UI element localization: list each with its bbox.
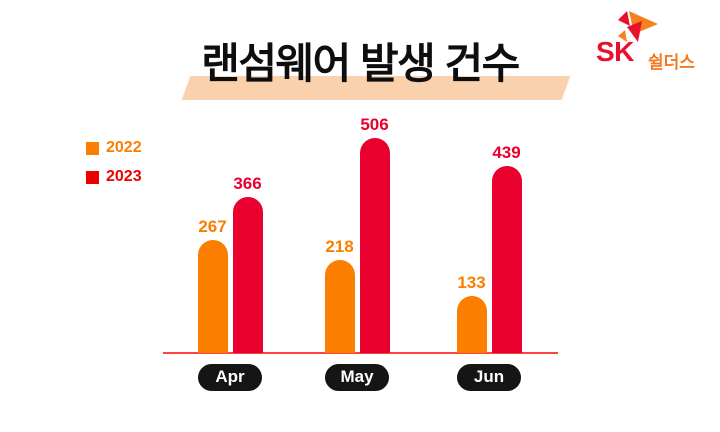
bar-value-label-2023-jun: 439 bbox=[492, 142, 521, 162]
logo-shieldus-text: 쉴더스 bbox=[648, 53, 695, 72]
logo-sk-text: SK bbox=[596, 36, 634, 67]
bar-value-label-2022-apr: 267 bbox=[198, 216, 227, 236]
bar-column-2022-apr: 267 bbox=[197, 216, 228, 353]
category-pill-apr: Apr bbox=[198, 363, 262, 391]
legend-label-2023: 2023 bbox=[106, 168, 142, 185]
bar-group-apr: 267 366 Apr bbox=[197, 173, 263, 391]
bar-column-2022-may: 218 bbox=[324, 236, 355, 353]
legend-label-2022: 2022 bbox=[106, 139, 142, 156]
bar-value-label-2023-may: 506 bbox=[360, 114, 389, 134]
bar-group-jun: 133 439 Jun bbox=[456, 142, 522, 391]
bar-column-2022-jun: 133 bbox=[456, 272, 487, 353]
page-title: 랜섬웨어 발생 건수 bbox=[201, 40, 520, 87]
x-axis-line bbox=[163, 352, 558, 354]
legend-swatch-2023 bbox=[86, 170, 99, 184]
sk-shieldus-logo: SK 쉴더스 bbox=[596, 8, 716, 72]
bar-column-2023-may: 506 bbox=[359, 114, 390, 353]
sk-wings-icon bbox=[618, 11, 658, 42]
bar-value-label-2023-apr: 366 bbox=[233, 173, 262, 193]
bar-2023-may bbox=[359, 137, 390, 353]
legend-item-2023: 2023 bbox=[86, 169, 142, 185]
bar-2023-apr bbox=[232, 196, 263, 353]
category-pill-may: May bbox=[325, 363, 389, 391]
bar-2023-jun bbox=[491, 165, 522, 353]
legend-swatch-2022 bbox=[86, 141, 99, 155]
bar-column-2023-apr: 366 bbox=[232, 173, 263, 353]
bar-value-label-2022-may: 218 bbox=[325, 236, 354, 256]
bar-column-2023-jun: 439 bbox=[491, 142, 522, 353]
bar-group-may: 218 506 May bbox=[324, 114, 390, 391]
bar-value-label-2022-jun: 133 bbox=[457, 272, 486, 292]
category-pill-jun: Jun bbox=[457, 363, 521, 391]
chart-legend: 2022 2023 bbox=[86, 140, 142, 198]
bar-2022-apr bbox=[197, 239, 228, 353]
legend-item-2022: 2022 bbox=[86, 140, 142, 156]
bar-2022-jun bbox=[456, 295, 487, 353]
bar-2022-may bbox=[324, 259, 355, 353]
